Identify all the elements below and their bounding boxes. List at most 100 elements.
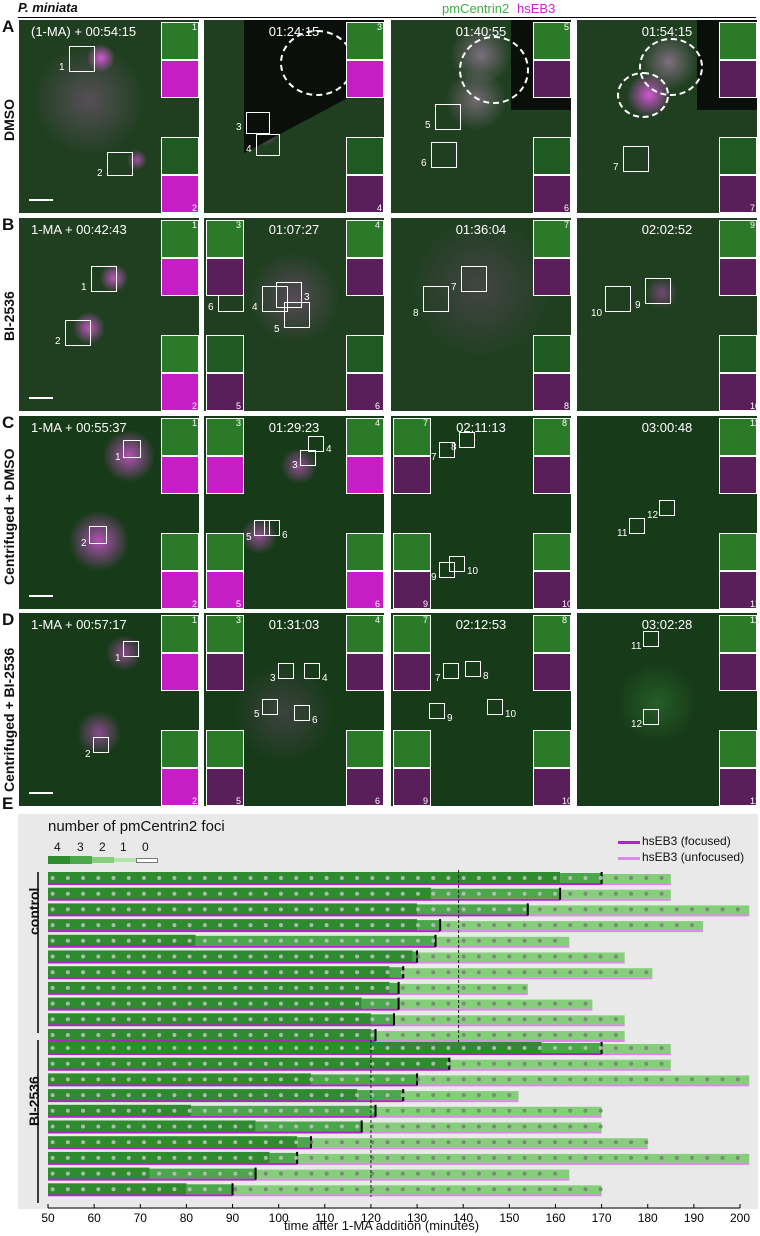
timepoint-dot — [659, 1077, 664, 1082]
foci-bar-segment — [297, 1137, 311, 1148]
timepoint-dot — [370, 923, 375, 928]
image-tile: 10 9 9 10 02:02:52 — [576, 217, 758, 412]
timepoint-dot — [644, 907, 649, 912]
inset-number: 10 — [562, 599, 572, 609]
timepoint-dot — [172, 954, 177, 959]
timepoint-dot — [65, 1171, 70, 1176]
timepoint-dot — [431, 1077, 436, 1082]
timepoint-dot — [263, 1171, 268, 1176]
timepoint-dot — [492, 1140, 497, 1145]
timepoint-dot — [400, 1061, 405, 1066]
green-channel-inset — [719, 730, 757, 768]
timepoint-dot — [461, 1108, 466, 1113]
timepoint-dot — [507, 1124, 512, 1129]
inset-number: 5 — [236, 796, 242, 806]
timepoint-dot — [613, 1061, 618, 1066]
timepoint-dot — [492, 907, 497, 912]
inset-number: 11 — [750, 418, 757, 428]
timepoint-dot — [157, 1187, 162, 1192]
timepoint-dot — [111, 1140, 116, 1145]
roi-label: 5 — [274, 324, 280, 335]
timepoint-dot — [202, 954, 207, 959]
timepoint-dot — [157, 1108, 162, 1113]
scale-bar — [29, 792, 53, 794]
timepoint-dot — [431, 954, 436, 959]
timepoint-dot — [461, 923, 466, 928]
green-channel-inset — [161, 533, 199, 571]
timepoint-dot — [492, 1171, 497, 1176]
timepoint-dot — [141, 985, 146, 990]
roi-box — [300, 450, 316, 466]
timepoint-dot — [461, 1046, 466, 1050]
timepoint-dot — [492, 876, 497, 880]
inset-number: 3 — [377, 22, 383, 32]
timepoint-dot — [141, 970, 146, 975]
timepoint-dot — [309, 1077, 314, 1082]
timepoint-dot — [81, 1093, 86, 1098]
timepoint-dot — [370, 938, 375, 943]
timepoint-dot — [507, 1140, 512, 1145]
timepoint-dot — [355, 985, 360, 990]
timepoint-dot — [218, 876, 223, 880]
timepoint-dot — [111, 1077, 116, 1082]
timestamp-label: 02:11:13 — [456, 420, 506, 435]
timepoint-dot — [81, 907, 86, 912]
timepoint-dot — [126, 1093, 131, 1098]
timepoint-dot — [537, 970, 542, 975]
timepoint-dot — [248, 970, 253, 975]
roi-box — [439, 442, 455, 458]
timepoint-dot — [629, 1155, 634, 1160]
timepoint-dot — [294, 1093, 299, 1098]
roi-box — [645, 278, 671, 304]
timepoint-dot — [218, 970, 223, 975]
timepoint-dot — [370, 876, 375, 880]
timepoint-dot — [294, 907, 299, 912]
timepoint-dot — [187, 1093, 192, 1098]
green-channel-inset — [533, 220, 571, 258]
timepoint-dot — [172, 1124, 177, 1129]
timepoint-dot — [309, 1046, 314, 1050]
timepoint-dot — [96, 1093, 101, 1098]
magenta-channel-inset — [161, 175, 199, 213]
timepoint-dot — [126, 1077, 131, 1082]
timepoint-dot — [294, 970, 299, 975]
inset-number: 7 — [423, 418, 429, 428]
timepoint-dot — [385, 891, 390, 896]
timepoint-dot — [324, 954, 329, 959]
timepoint-dot — [157, 1155, 162, 1160]
timepoint-dot — [309, 1033, 314, 1037]
timepoint-dot — [126, 954, 131, 959]
timepoint-dot — [537, 1033, 542, 1037]
inset-number: 4 — [375, 418, 381, 428]
timepoint-dot — [294, 1140, 299, 1145]
scale-bar — [29, 199, 53, 201]
timepoint-dot — [218, 938, 223, 943]
timepoint-dot — [50, 907, 55, 912]
roi-label: 3 — [270, 673, 276, 684]
roi-box — [459, 432, 475, 448]
roi-box — [69, 46, 95, 72]
timepoint-dot — [370, 907, 375, 912]
timepoint-dot — [233, 1001, 238, 1006]
timepoint-dot — [111, 923, 116, 928]
timepoint-dot — [141, 1017, 146, 1022]
inset-number: 9 — [750, 220, 756, 230]
timepoint-dot — [537, 1001, 542, 1006]
timepoint-dot — [476, 938, 481, 943]
focused-label: hsEB3 (focused) — [642, 834, 731, 848]
timepoint-dot — [324, 1171, 329, 1176]
timepoint-dot — [172, 891, 177, 896]
roi-label: 9 — [431, 572, 437, 583]
green-channel-inset — [346, 533, 384, 571]
timepoint-dot — [187, 1033, 192, 1037]
timepoint-dot — [476, 1093, 481, 1098]
timepoint-dot — [644, 1077, 649, 1082]
timepoint-dot — [583, 923, 588, 928]
foci-swatch-4 — [48, 856, 70, 864]
timepoint-dot — [339, 985, 344, 990]
timepoint-dot — [187, 1001, 192, 1006]
unfocused-swatch — [618, 857, 640, 860]
roi-box — [659, 500, 675, 516]
timepoint-dot — [309, 876, 314, 880]
timepoint-dot — [81, 954, 86, 959]
